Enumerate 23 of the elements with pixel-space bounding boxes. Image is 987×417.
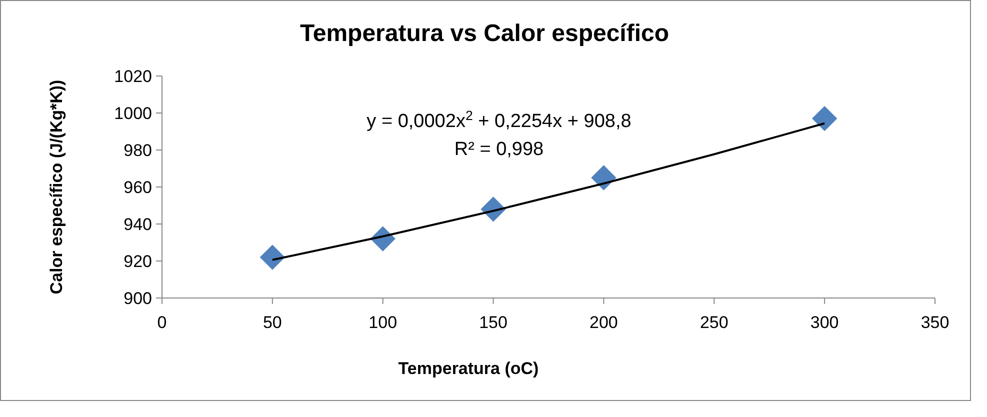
x-tick-label: 100 <box>368 313 398 332</box>
y-axis-title: Calor específico (J/(Kg*K)) <box>47 80 66 294</box>
x-tick-label: 50 <box>262 313 282 332</box>
x-tick-label: 300 <box>810 313 839 332</box>
point <box>591 165 616 190</box>
x-tick-label: 0 <box>157 313 167 332</box>
y-tick-label: 920 <box>124 252 152 271</box>
y-tick-label: 980 <box>124 140 152 160</box>
y-tick-label: 960 <box>124 178 152 197</box>
annotation: y = 0,0002x$^{2}$ + 0,2254x + 908,8 <box>366 108 632 132</box>
chart-title: Temperatura vs Calor específico <box>300 20 670 47</box>
annotation: R² = 0,998 <box>454 139 544 160</box>
x-tick-label: 250 <box>700 313 728 332</box>
y-tick-label: 1000 <box>114 104 152 123</box>
x-tick-label: 200 <box>590 313 618 332</box>
x-axis-title: Temperatura (oC) <box>398 359 539 378</box>
point <box>260 244 286 270</box>
point <box>812 106 838 132</box>
x-tick-label: 150 <box>479 313 508 332</box>
y-tick-label: 900 <box>124 288 152 308</box>
y-tick-label: 1020 <box>114 66 152 86</box>
y-tick-label: 940 <box>124 214 152 234</box>
x-tick-label: 350 <box>920 313 950 332</box>
